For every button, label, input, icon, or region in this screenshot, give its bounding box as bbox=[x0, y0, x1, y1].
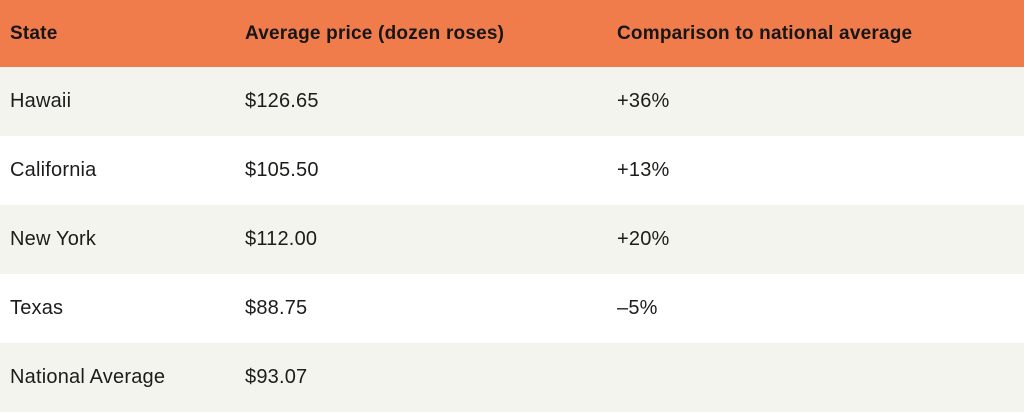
price-cell: $93.07 bbox=[245, 366, 308, 388]
price-cell: $88.75 bbox=[245, 297, 308, 319]
state-cell: Hawaii bbox=[10, 90, 72, 112]
table-row-hawaii: Hawaii $126.65 +36% bbox=[0, 67, 1024, 136]
table-row-national-average: National Average $93.07 bbox=[0, 343, 1024, 412]
state-cell: New York bbox=[10, 228, 97, 250]
state-cell: National Average bbox=[10, 366, 166, 388]
table-row-texas: Texas $88.75 –5% bbox=[0, 274, 1024, 343]
comparison-cell: +20% bbox=[617, 228, 670, 250]
table-header-row: State Average price (dozen roses) Compar… bbox=[0, 0, 1024, 67]
column-header-state: State bbox=[10, 22, 58, 44]
comparison-cell: +13% bbox=[617, 159, 670, 181]
state-cell: Texas bbox=[10, 297, 64, 319]
price-cell: $126.65 bbox=[245, 90, 319, 112]
state-cell: California bbox=[10, 159, 97, 181]
comparison-cell: –5% bbox=[617, 297, 658, 319]
comparison-cell: +36% bbox=[617, 90, 670, 112]
table-row-california: California $105.50 +13% bbox=[0, 136, 1024, 205]
column-header-comparison: Comparison to national average bbox=[617, 22, 913, 44]
table-row-new-york: New York $112.00 +20% bbox=[0, 205, 1024, 274]
column-header-average-price: Average price (dozen roses) bbox=[245, 22, 505, 44]
price-cell: $112.00 bbox=[245, 228, 318, 250]
price-cell: $105.50 bbox=[245, 159, 319, 181]
